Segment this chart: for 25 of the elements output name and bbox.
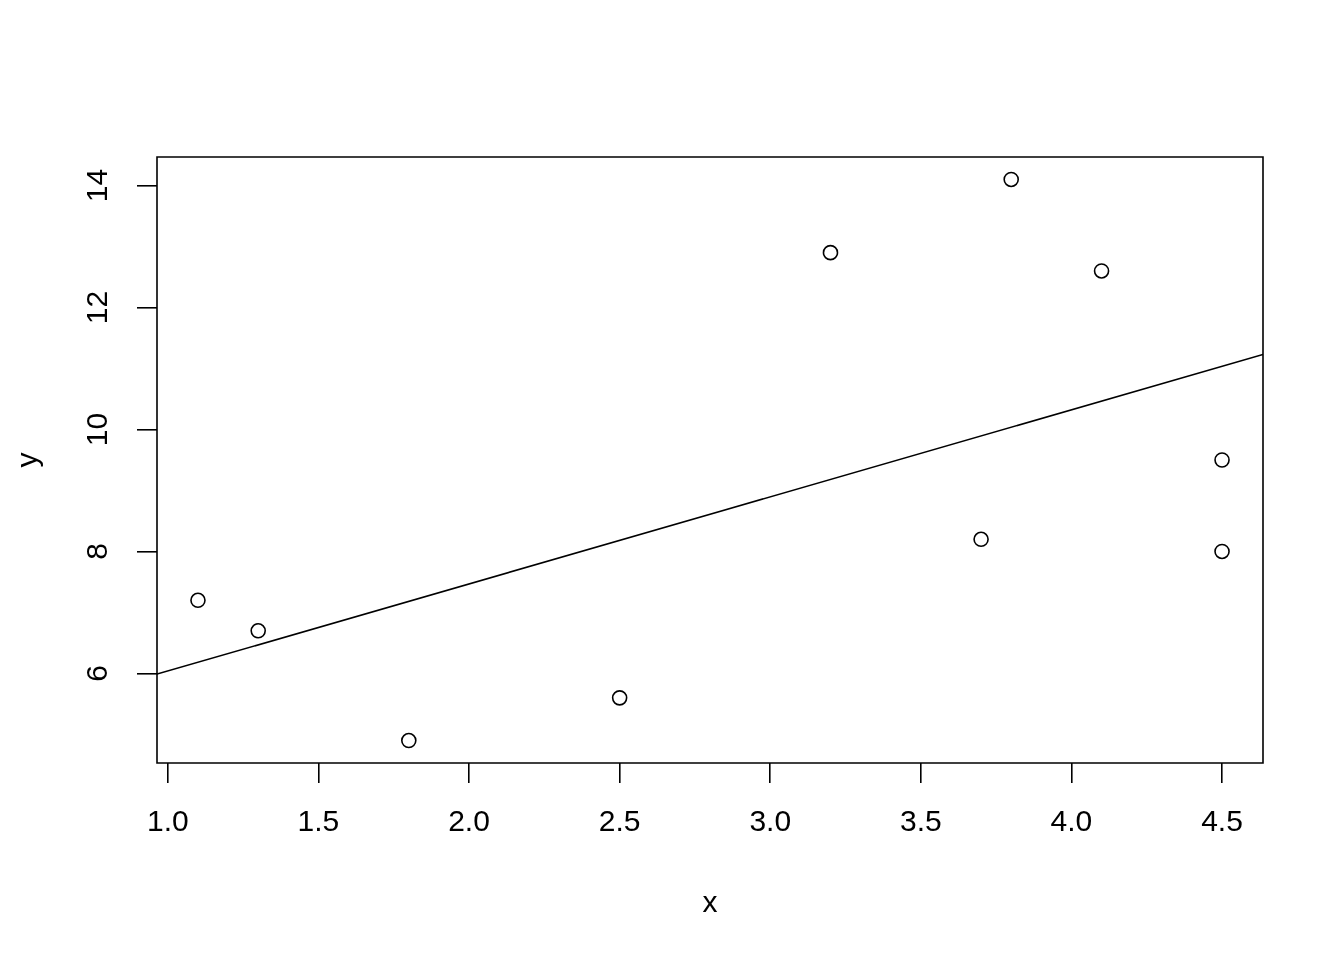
x-tick-label: 1.0 [146,804,189,838]
point [1214,452,1230,468]
point [250,622,266,639]
x-tick-label: 3.0 [749,804,792,838]
point [611,690,628,706]
x-tick-label: 4.0 [1050,804,1093,838]
x-tick-label: 2.5 [598,804,641,838]
point [190,592,206,609]
x-tick-label: 2.0 [448,804,490,838]
point [822,244,839,261]
point [401,732,417,749]
point [973,531,989,548]
x-tick-label: 3.5 [899,804,942,838]
x-tick-label: 1.5 [297,804,340,838]
y-tick-label: 8 [79,543,113,560]
point [1003,171,1019,188]
point [1093,263,1110,279]
point [1214,543,1230,560]
y-tick-label: 14 [79,168,113,203]
x-tick-label: 4.5 [1201,804,1243,838]
x-axis-title: x [702,885,718,919]
y-tick-label: 12 [79,290,113,325]
y-tick-label: 10 [79,412,113,447]
y-axis-title: y [10,452,44,468]
y-tick-label: 6 [79,665,113,682]
